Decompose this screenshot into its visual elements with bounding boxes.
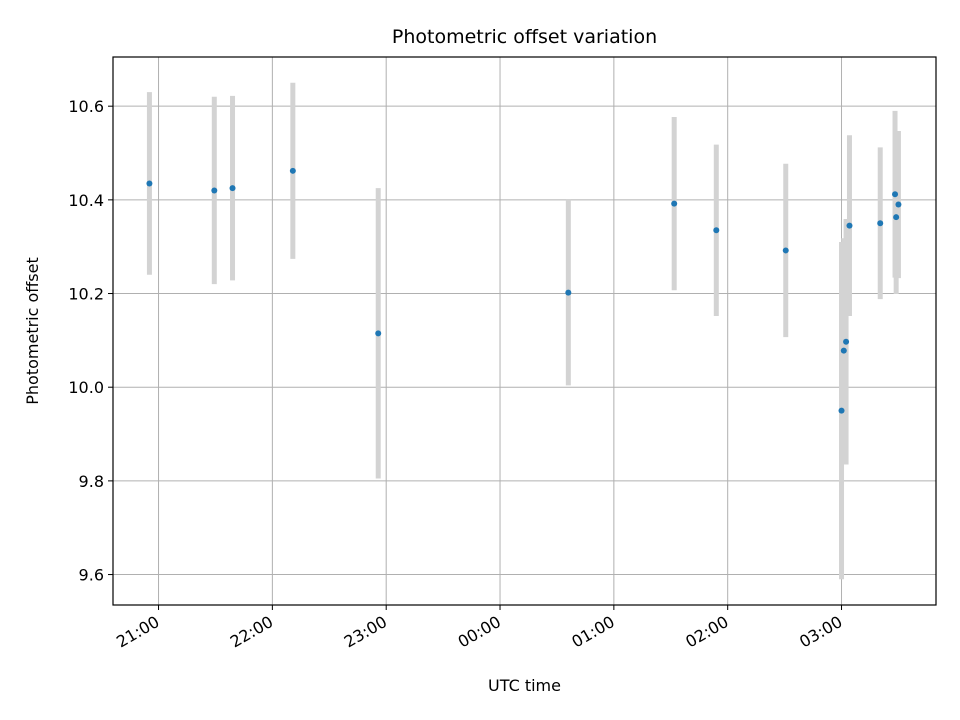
y-tick-label: 9.8 [79,472,104,491]
data-point [893,214,900,221]
data-point [892,191,899,198]
plot-area-frame [112,56,937,606]
y-tick-label: 10.6 [68,97,104,116]
data-point [713,227,720,234]
data-points [146,167,902,414]
y-axis-label: Photometric offset [23,257,42,405]
data-point [375,330,382,337]
data-point [895,201,902,208]
data-point [782,247,789,254]
data-point [843,338,850,345]
data-point [838,407,845,414]
y-tick-label: 9.6 [79,566,104,585]
data-point [846,222,853,229]
chart-title: Photometric offset variation [392,26,657,48]
data-point [229,185,236,192]
data-point [289,167,296,174]
data-point [840,347,847,354]
data-point [877,220,884,227]
data-point [211,187,218,194]
data-point [565,289,572,296]
data-point [671,200,678,207]
data-point [146,180,153,187]
grid-lines [113,57,936,605]
y-tick-label: 10.0 [68,378,104,397]
y-tick-label: 10.2 [68,285,104,304]
x-axis-label: UTC time [488,676,561,695]
y-tick-label: 10.4 [68,191,104,210]
